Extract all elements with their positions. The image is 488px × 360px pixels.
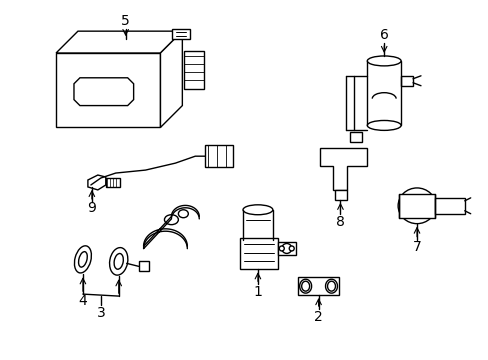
- Ellipse shape: [109, 248, 127, 275]
- Bar: [350, 132, 362, 142]
- Ellipse shape: [164, 215, 178, 225]
- Polygon shape: [398, 194, 434, 218]
- Bar: [205, 145, 233, 167]
- Bar: [105, 178, 120, 187]
- Ellipse shape: [301, 281, 309, 291]
- Bar: [138, 261, 148, 271]
- Ellipse shape: [74, 246, 91, 273]
- Ellipse shape: [366, 56, 400, 66]
- Polygon shape: [56, 53, 160, 127]
- Ellipse shape: [397, 188, 435, 224]
- Bar: [297, 277, 339, 295]
- Text: 9: 9: [87, 201, 96, 215]
- Ellipse shape: [114, 253, 123, 269]
- Bar: [434, 198, 464, 214]
- Ellipse shape: [243, 205, 272, 215]
- Ellipse shape: [79, 252, 87, 267]
- Polygon shape: [56, 31, 182, 53]
- Polygon shape: [319, 148, 366, 190]
- Bar: [172, 29, 190, 39]
- Polygon shape: [74, 78, 133, 105]
- Text: 6: 6: [379, 28, 388, 42]
- Ellipse shape: [366, 121, 400, 130]
- Bar: [277, 242, 295, 255]
- Text: 3: 3: [96, 306, 105, 320]
- Text: 2: 2: [314, 310, 322, 324]
- Text: 1: 1: [253, 285, 262, 299]
- Ellipse shape: [289, 246, 294, 251]
- Ellipse shape: [327, 281, 335, 291]
- Polygon shape: [160, 31, 182, 127]
- Bar: [400, 76, 412, 86]
- Text: 8: 8: [335, 215, 344, 229]
- Ellipse shape: [279, 246, 284, 251]
- Text: 4: 4: [79, 294, 87, 308]
- Ellipse shape: [178, 210, 188, 218]
- Text: 5: 5: [121, 14, 130, 28]
- Bar: [240, 238, 277, 269]
- Polygon shape: [88, 175, 105, 190]
- Ellipse shape: [405, 195, 427, 217]
- Bar: [184, 51, 204, 89]
- Bar: [335, 190, 346, 200]
- Text: 7: 7: [412, 240, 421, 255]
- Ellipse shape: [281, 243, 291, 253]
